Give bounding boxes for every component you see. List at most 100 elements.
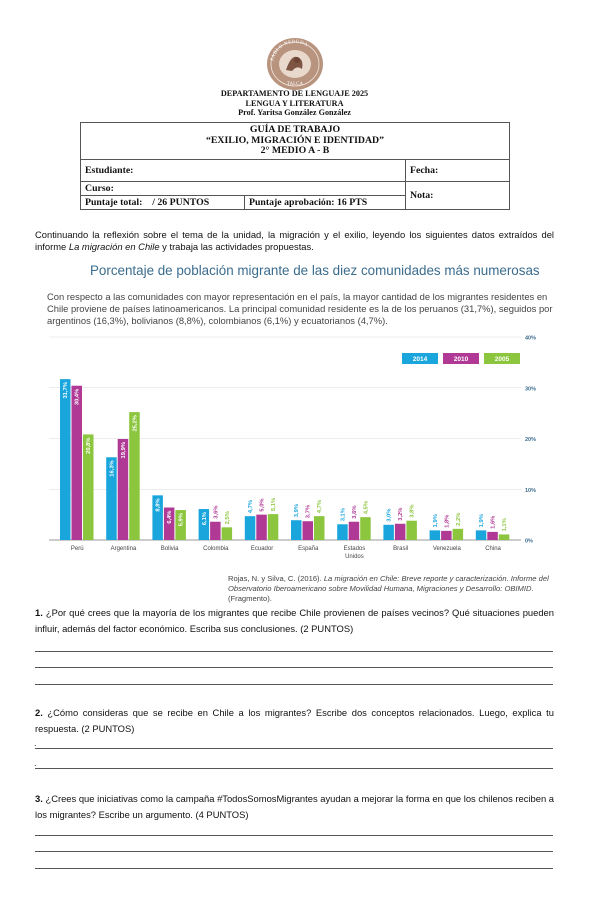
data-label: 4,7% xyxy=(248,500,254,513)
guide-grade: 2° MEDIO A - B xyxy=(260,145,330,156)
bar xyxy=(267,514,279,540)
subject-line: LENGUA Y LITERATURA xyxy=(245,98,344,108)
data-label: 3,6% xyxy=(352,506,358,519)
data-label: 25,2% xyxy=(132,415,138,431)
guide-title-cell: GUÍA DE TRABAJO “EXILIO, MIGRACIÓN E IDE… xyxy=(80,122,510,160)
guide-subtitle: “EXILIO, MIGRACIÓN E IDENTIDAD” xyxy=(206,134,384,146)
answer-bullet: . xyxy=(34,738,37,748)
data-label: 8,8% xyxy=(156,498,162,511)
data-label: 3,8% xyxy=(410,504,416,517)
data-label: 3,7% xyxy=(306,505,312,518)
data-label: 5,0% xyxy=(260,498,266,511)
bar xyxy=(314,516,325,540)
y-tick-label: 20% xyxy=(525,437,536,443)
data-label: 4,5% xyxy=(363,501,369,514)
chart-description: Con respecto a las comunidades con mayor… xyxy=(47,291,553,326)
bar xyxy=(221,527,233,540)
question-3: 3. ¿Crees que iniciativas como la campañ… xyxy=(35,791,554,823)
y-tick-label: 30% xyxy=(525,386,536,392)
data-label: 2,2% xyxy=(456,513,462,526)
bar xyxy=(175,510,186,540)
data-label: 1,1% xyxy=(502,518,508,531)
legend-label: 2005 xyxy=(495,356,510,363)
x-tick-label: España xyxy=(298,546,319,552)
course-field[interactable]: Curso: xyxy=(80,180,406,196)
legend-swatch xyxy=(402,353,438,364)
answer-line[interactable] xyxy=(35,868,553,869)
bar xyxy=(163,507,175,540)
total-score-value: / 26 PUNTOS xyxy=(152,196,210,208)
data-label: 30,4% xyxy=(75,389,81,405)
grade-field[interactable]: Nota: xyxy=(405,180,510,210)
bar xyxy=(152,495,163,540)
legend-swatch xyxy=(484,353,520,364)
bar xyxy=(394,523,406,540)
date-field[interactable]: Fecha: xyxy=(405,158,510,182)
migrant-bar-chart: 0% 10% 20% 30% 40% 2014 2010 2005 31,7% 30,4% 20,8… xyxy=(49,336,536,560)
chart-title: Porcentaje de población migrante de las … xyxy=(90,263,540,278)
data-label: 19,9% xyxy=(121,442,127,458)
data-label: 3,6% xyxy=(213,506,219,519)
question-text: ¿Crees que iniciativas como la campaña #… xyxy=(35,793,555,820)
bar xyxy=(106,457,117,540)
data-label: 3,9% xyxy=(294,504,300,517)
answer-line[interactable] xyxy=(35,835,553,836)
data-label: 1,6% xyxy=(491,516,497,529)
bar xyxy=(360,517,371,540)
x-tick-label: Venezuela xyxy=(433,546,462,552)
bar xyxy=(291,520,302,540)
y-tick-label: 0% xyxy=(525,539,533,545)
answer-line[interactable] xyxy=(35,851,553,852)
answer-line[interactable] xyxy=(35,768,553,769)
x-tick-label: Colombia xyxy=(203,546,229,552)
x-tick-label: Argentina xyxy=(111,546,137,552)
data-label: 5,9% xyxy=(179,513,185,526)
source-title: La migración en Chile: Breve reporte y c… xyxy=(228,574,549,593)
bar xyxy=(498,534,510,540)
question-text: ¿Cómo consideras que se recibe en Chile … xyxy=(35,707,554,734)
bar xyxy=(475,530,487,540)
data-label: 6,4% xyxy=(167,511,173,524)
bar xyxy=(117,439,129,540)
bar xyxy=(129,412,140,540)
bar xyxy=(302,521,313,540)
x-tick-label: Brasil xyxy=(393,546,408,552)
data-label: 3,1% xyxy=(340,508,346,521)
source-author: Rojas, N. y Silva, C. (2016). xyxy=(228,574,324,583)
bar xyxy=(441,530,452,540)
intro-report-title: La migración en Chile xyxy=(68,241,160,252)
answer-line[interactable] xyxy=(35,748,553,749)
intro-paragraph: Continuando la reflexión sobre el tema d… xyxy=(35,229,554,253)
bar xyxy=(71,385,82,540)
question-2: 2. ¿Cómo consideras que se recibe en Chi… xyxy=(35,705,554,737)
answer-line[interactable] xyxy=(35,684,553,685)
legend-swatch xyxy=(443,353,479,364)
data-label: 1,8% xyxy=(444,515,450,528)
student-field[interactable]: Estudiante: xyxy=(80,158,406,182)
x-tick-label: Bolivia xyxy=(161,546,179,552)
bar xyxy=(337,524,348,540)
intro-text: Continuando la reflexión sobre el tema d… xyxy=(35,229,554,252)
guide-title: GUÍA DE TRABAJO xyxy=(249,124,341,135)
data-label: 3,2% xyxy=(398,508,404,521)
total-score-label: Puntaje total: xyxy=(85,196,143,208)
y-tick-label: 40% xyxy=(525,336,536,342)
x-tick-label: Perú xyxy=(71,546,84,552)
data-label: 1,9% xyxy=(433,514,439,527)
answer-line[interactable] xyxy=(35,651,553,652)
data-label: 6,1% xyxy=(202,512,208,525)
data-label: 31,7% xyxy=(63,382,69,398)
question-text: ¿Por qué crees que la mayoría de los mig… xyxy=(35,607,554,634)
data-label: 3,0% xyxy=(387,509,393,522)
bar xyxy=(60,379,71,540)
data-label: 4,7% xyxy=(317,500,323,513)
department-line: DEPARTAMENTO DE LENGUAJE 2025 xyxy=(220,89,369,98)
intro-text-end: y trabaja las actividades propuestas. xyxy=(159,241,314,252)
answer-line[interactable] xyxy=(35,667,553,668)
x-tick-label: China xyxy=(485,546,501,552)
bar xyxy=(406,520,417,540)
school-logo: PABLO NERUDA TALCA xyxy=(267,38,323,90)
total-score-cell: Puntaje total: / 26 PUNTOS xyxy=(80,194,245,210)
chart-source: Rojas, N. y Silva, C. (2016). La migraci… xyxy=(228,574,573,604)
bar xyxy=(429,530,441,540)
